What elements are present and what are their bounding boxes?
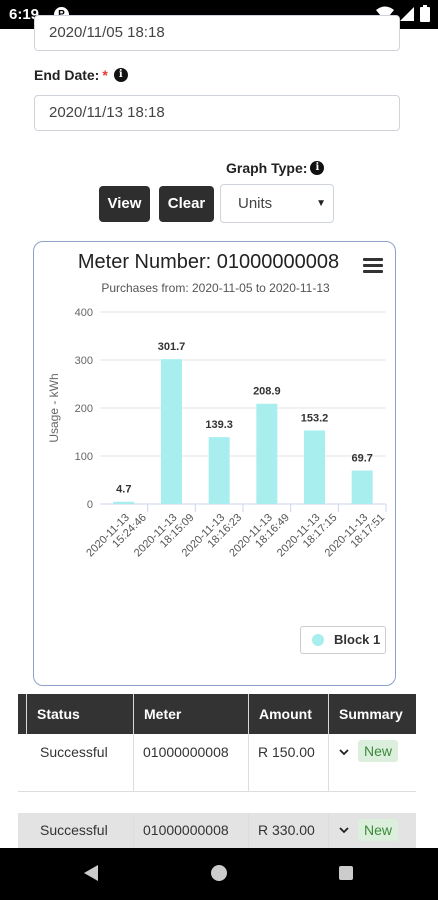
navigation-bar xyxy=(0,848,438,900)
info-icon[interactable]: i xyxy=(310,161,325,175)
system-icons xyxy=(376,5,430,22)
table-row[interactable]: Successful 01000000008 R 150.00 New xyxy=(18,734,416,792)
column-header-status[interactable]: Status xyxy=(26,694,133,734)
column-header-meter[interactable]: Meter xyxy=(133,694,248,734)
clear-button[interactable]: Clear xyxy=(159,186,214,222)
amount-cell: R 150.00 xyxy=(248,734,328,791)
required-marker: * xyxy=(102,67,108,83)
status-cell: Successful xyxy=(40,744,108,760)
summary-cell: New xyxy=(328,813,416,853)
column-header-summary[interactable]: Summary xyxy=(328,694,416,734)
chart-bar xyxy=(304,430,325,504)
chart-bar xyxy=(256,403,278,504)
amount-cell: R 330.00 xyxy=(248,813,328,853)
signal-icon xyxy=(400,6,414,21)
status-time: 6:19 xyxy=(9,6,40,23)
chart-bar xyxy=(161,359,182,504)
start-date-field[interactable]: 2020/11/05 18:18 xyxy=(34,15,400,51)
data-label: 139.3 xyxy=(205,419,233,431)
chart-menu-icon[interactable] xyxy=(363,258,383,273)
chart-legend[interactable]: Block 1 xyxy=(300,626,386,654)
end-date-field[interactable]: 2020/11/13 18:18 xyxy=(34,95,400,131)
legend-swatch xyxy=(312,634,324,646)
column-header-amount[interactable]: Amount xyxy=(248,694,328,734)
y-axis-label: Usage - kWh xyxy=(47,373,61,442)
end-date-label-row: End Date: * i xyxy=(34,67,128,83)
chart-card: Meter Number: 01000000008 Purchases from… xyxy=(33,241,396,686)
summary-cell: New xyxy=(328,734,416,791)
table-row[interactable]: Successful 01000000008 R 330.00 New xyxy=(18,813,416,853)
recent-apps-icon[interactable] xyxy=(339,866,353,880)
graph-type-selected: Units xyxy=(238,195,273,212)
chevron-down-icon[interactable] xyxy=(339,747,349,757)
data-label: 69.7 xyxy=(351,453,372,465)
y-tick-label: 0 xyxy=(87,499,93,511)
data-label: 4.7 xyxy=(116,484,131,496)
status-badge: New xyxy=(358,819,399,841)
y-tick-label: 100 xyxy=(75,451,93,463)
chevron-down-icon[interactable] xyxy=(339,825,349,835)
chart-subtitle: Purchases from: 2020-11-05 to 2020-11-13 xyxy=(101,281,330,295)
graph-type-select[interactable]: Units ▼ xyxy=(220,184,334,223)
y-tick-label: 400 xyxy=(75,307,93,319)
info-icon[interactable]: i xyxy=(113,68,128,82)
y-tick-label: 200 xyxy=(75,403,93,415)
back-icon[interactable] xyxy=(84,865,98,881)
status-badge: New xyxy=(358,740,399,762)
end-date-label: End Date: xyxy=(34,67,100,83)
home-icon[interactable] xyxy=(211,865,227,881)
chart-title: Meter Number: 01000000008 xyxy=(77,251,340,273)
graph-type-label-row: Graph Type: i xyxy=(226,160,325,176)
chevron-down-icon: ▼ xyxy=(316,198,326,209)
chart-bar xyxy=(113,501,135,504)
y-tick-label: 300 xyxy=(75,355,93,367)
data-label: 208.9 xyxy=(253,386,281,398)
status-cell: Successful xyxy=(40,822,108,838)
chart-bar xyxy=(351,470,373,504)
chart-bar xyxy=(208,437,230,504)
graph-type-label: Graph Type: xyxy=(226,160,308,176)
view-button[interactable]: View xyxy=(99,186,150,222)
data-label: 153.2 xyxy=(301,412,329,424)
table-header: Status Meter Amount Summary xyxy=(18,694,416,734)
battery-icon xyxy=(420,5,430,22)
data-label: 301.7 xyxy=(158,341,186,353)
transactions-table: Status Meter Amount Summary Successful 0… xyxy=(18,694,416,854)
wifi-icon xyxy=(376,6,394,21)
meter-cell: 01000000008 xyxy=(133,813,248,853)
meter-cell: 01000000008 xyxy=(133,734,248,791)
legend-label: Block 1 xyxy=(334,632,381,647)
